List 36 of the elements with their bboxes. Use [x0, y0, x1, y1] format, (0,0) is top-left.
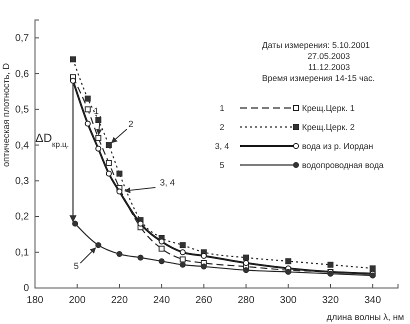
annotation: Даты измерения: 5.10.2001 [262, 40, 370, 50]
legend-label: вода из р. Иордан [302, 141, 374, 151]
y-tick-label: 0,3 [15, 176, 30, 187]
y-tick-label: 0,2 [15, 212, 30, 223]
y-tick-label: 0,1 [15, 247, 30, 258]
y-tick-label: 0,7 [15, 33, 30, 44]
annotation: 3, 4 [160, 178, 175, 188]
x-tick-label: 320 [322, 295, 340, 306]
annotation: 1 [94, 106, 99, 116]
annotation: 2 [128, 119, 134, 130]
y-tick-label: 0,4 [15, 140, 30, 152]
y-tick-label: 0 [23, 283, 30, 294]
legend-label: водопроводная вода [302, 160, 384, 170]
x-tick-label: 260 [195, 295, 213, 306]
annotation: 5 [220, 160, 225, 170]
annotation: 3, 4 [214, 141, 230, 151]
y-axis-title: оптическая плотность, D [1, 62, 11, 167]
legend-label: Крещ.Церк. 2 [302, 122, 355, 132]
annotation: 5 [74, 261, 79, 272]
legend-label: Крещ.Церк. 1 [302, 103, 355, 113]
x-tick-label: 280 [238, 295, 255, 306]
y-tick-label: 0,6 [15, 68, 30, 80]
x-axis-title: длина волны λ, нм [326, 312, 404, 322]
annotation: 11.12.2003 [308, 62, 350, 72]
annotation: 27.05.2003 [307, 51, 350, 61]
x-tick-label: 340 [364, 295, 382, 306]
x-tick-label: 200 [68, 295, 86, 306]
y-tick-label: 0,5 [15, 104, 30, 116]
x-tick-label: 180 [26, 295, 44, 306]
x-tick-label: 240 [153, 295, 170, 306]
annotation: 1 [220, 103, 225, 113]
annotation: 2 [220, 122, 225, 132]
x-tick-label: 220 [111, 295, 128, 306]
annotation: ΔD$_{кр.ц.}$ [35, 131, 69, 149]
x-tick-label: 300 [280, 295, 298, 306]
annotation: Время измерения 14-15 час. [262, 73, 375, 83]
